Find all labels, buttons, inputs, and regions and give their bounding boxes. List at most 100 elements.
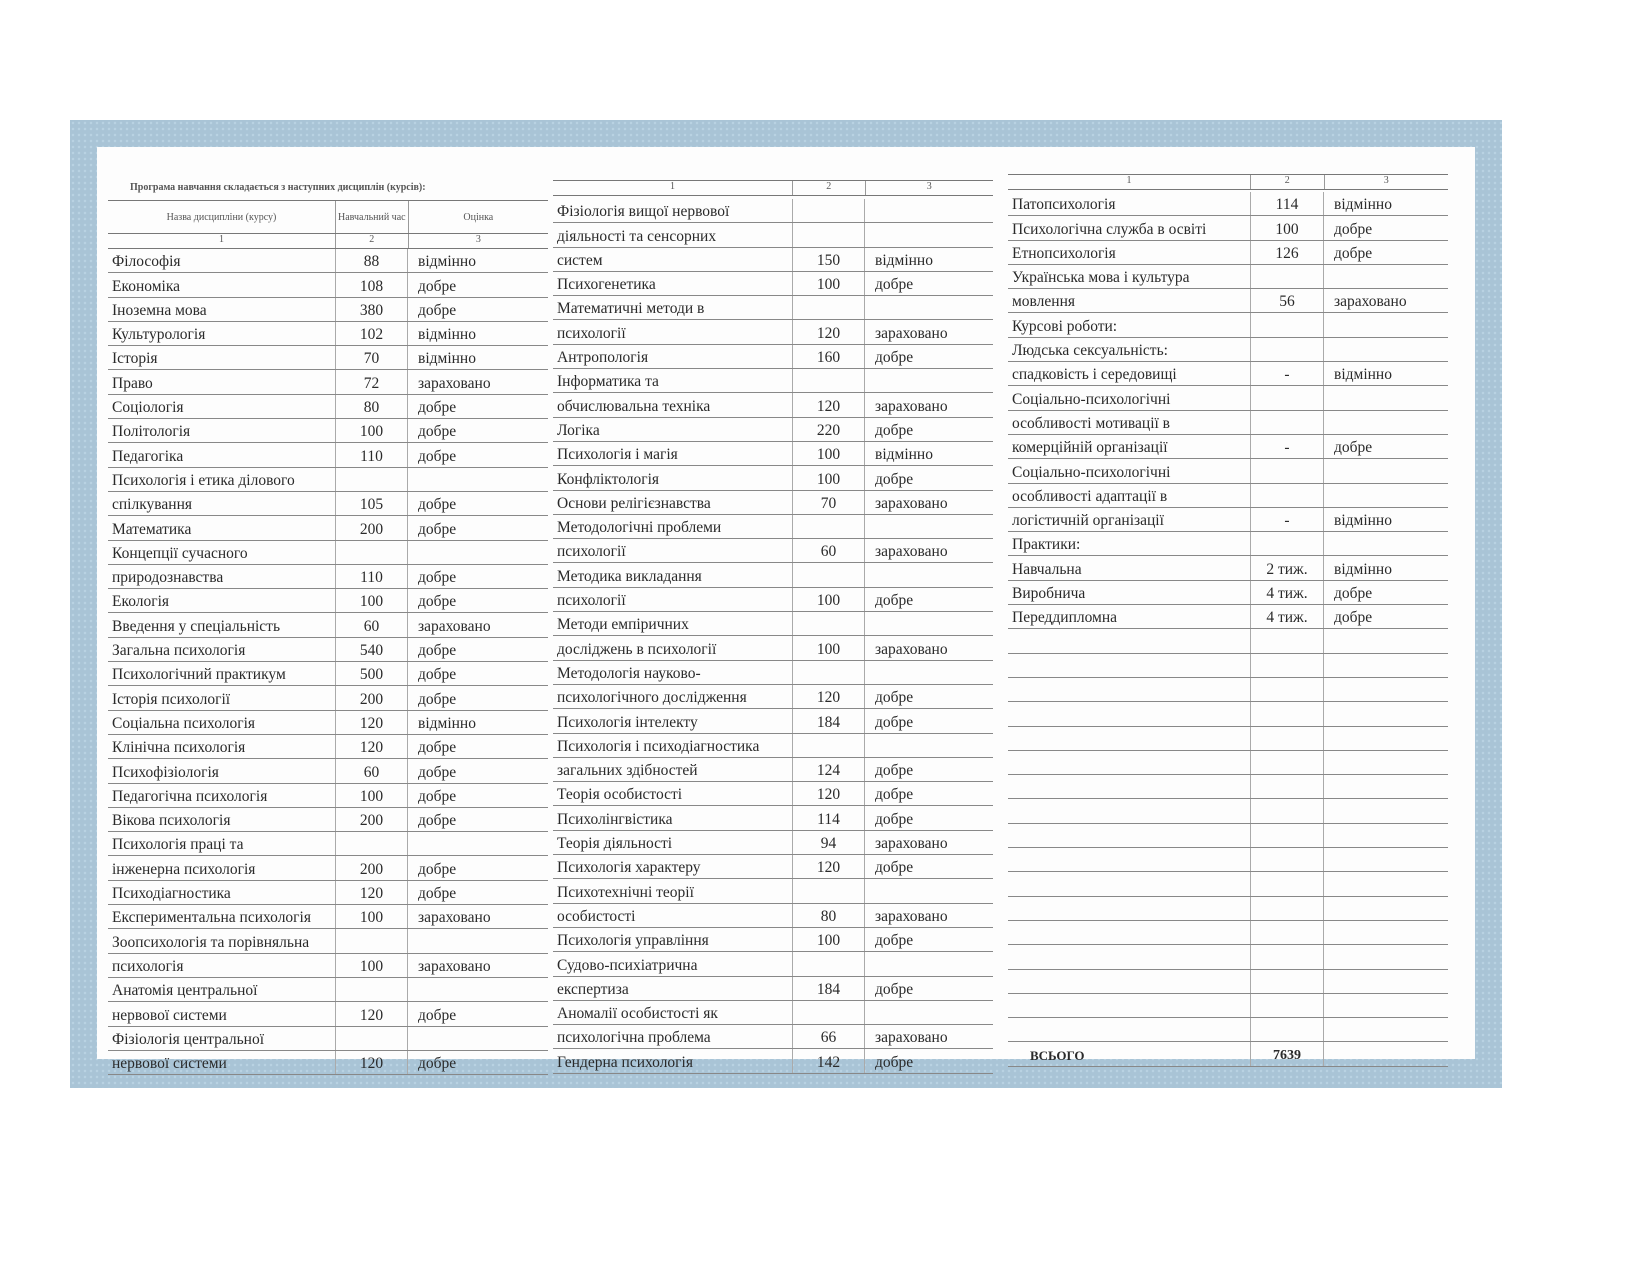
course-name: Економіка [108,273,336,297]
course-grade [865,879,993,902]
course-name: Експериментальна психологія [108,905,336,929]
course-grade: добре [418,277,457,295]
table-row: Історія 70 відмінно [108,346,548,371]
course-grade: добре [1334,585,1373,603]
empty-row [1008,848,1448,873]
course-name: Екологія [108,589,336,613]
course-grade: добре [418,520,457,538]
course-hours: 200 [336,807,408,832]
course-name: психології [553,320,793,344]
table-row: Методи емпіричних [553,612,993,637]
course-name: Клінічна психологія [108,734,336,759]
table-row: інженерна психологія 200 добре [108,856,548,881]
course-name: Конфліктологія [553,466,793,490]
course-name: Соціальна психологія [108,710,336,734]
course-name: Психологія праці та [108,832,336,856]
table-row: логістичній організації - відмінно [1008,507,1448,533]
course-name: нервової системи [108,1050,336,1075]
course-grade: відмінно [418,326,476,344]
course-grade: зараховано [418,374,491,392]
table-row: Культурологія 102 відмінно [108,321,548,347]
course-hours [336,467,408,491]
course-name: Зоопсихологія та порівняльна [108,929,336,953]
course-name: Психологія управління [553,927,793,952]
course-hours [793,660,865,684]
course-grade: відмінно [1334,366,1392,384]
empty-cell [1008,702,1251,726]
empty-cell [1324,799,1448,822]
course-name: особистості [553,903,793,927]
empty-cell [1324,824,1448,847]
empty-row [1008,702,1448,727]
course-hours: 88 [336,249,408,273]
header-col-1: 1 [1008,175,1251,189]
empty-cell [1251,969,1324,993]
course-grade [408,468,548,491]
table-row: Психологія інтелекту 184 добре [553,709,993,734]
course-hours: 142 [793,1049,865,1073]
course-grade: добре [875,276,914,294]
course-name: психологічного дослідження [553,684,793,709]
table-row: Фізіологія вищої нервової [553,199,993,224]
course-hours: 100 [1251,216,1324,240]
course-hours: 110 [336,443,408,467]
course-name: Патопсихологія [1008,192,1251,216]
table-row: психологічна проблема 66 зараховано [553,1025,993,1050]
table-row: психологія 100 зараховано [108,953,548,978]
empty-cell [1251,775,1324,799]
table-row: Теорія діяльності 94 зараховано [553,830,993,856]
total-row: ВСЬОГО 7639 [1008,1042,1448,1067]
course-name: обчислювальна техніка [553,393,793,417]
table-row: Психологічний практикум 500 добре [108,662,548,687]
course-grade: відмінно [418,253,476,271]
table-row: Методика викладання [553,563,993,588]
table-row: Виробнича 4 тиж. добре [1008,580,1448,606]
empty-row [1008,945,1448,970]
course-hours: 2 тиж. [1251,556,1324,580]
course-name: Психологія інтелекту [553,709,793,733]
course-name: досліджень в психології [553,636,793,660]
course-hours: 72 [336,370,408,394]
empty-cell [1008,750,1251,775]
empty-cell [1324,1018,1448,1041]
table-row: Психологія характеру 120 добре [553,855,993,880]
course-name: Математика [108,516,336,540]
header-name: Назва дисципліни (курсу) [108,201,336,233]
course-grade [865,199,993,222]
course-grade [408,541,548,564]
course-grade: добре [1334,220,1373,238]
course-hours: 100 [793,636,865,660]
course-grade: зараховано [418,957,491,975]
table-row: Методологічні проблеми [553,514,993,540]
course-name: Право [108,370,336,394]
empty-cell [1008,945,1251,969]
course-hours [793,223,865,247]
course-grade: добре [418,399,457,417]
course-grade [865,612,993,635]
course-hours [336,540,408,564]
table-row: Експериментальна психологія 100 зараховано [108,905,548,930]
course-name: Політологія [108,419,336,443]
table-row: Педагогічна психологія 100 добре [108,783,548,808]
course-hours: 380 [336,297,408,321]
table-row: обчислювальна техніка 120 зараховано [553,393,993,418]
course-grade [865,734,993,757]
course-name: Теорія діяльності [553,830,793,855]
course-grade [1324,459,1448,482]
course-hours: 105 [336,491,408,516]
course-grade: зараховано [1334,293,1407,311]
course-name: Концепції сучасного [108,540,336,564]
header-col-3: 3 [926,181,932,192]
course-hours [793,612,865,636]
course-grade: добре [418,690,457,708]
header-grade: Оцінка [463,211,494,223]
table-row: Методологія науково- [553,660,993,685]
table-row: особливості адаптації в [1008,483,1448,508]
course-grade: зараховано [875,835,948,853]
course-grade: добре [418,642,457,660]
table-row: Філософія 88 відмінно [108,249,548,274]
table-row: Політологія 100 добре [108,419,548,444]
course-grade: зараховано [875,543,948,561]
course-hours: 220 [793,417,865,441]
table-row: Судово-психіатрична [553,952,993,977]
